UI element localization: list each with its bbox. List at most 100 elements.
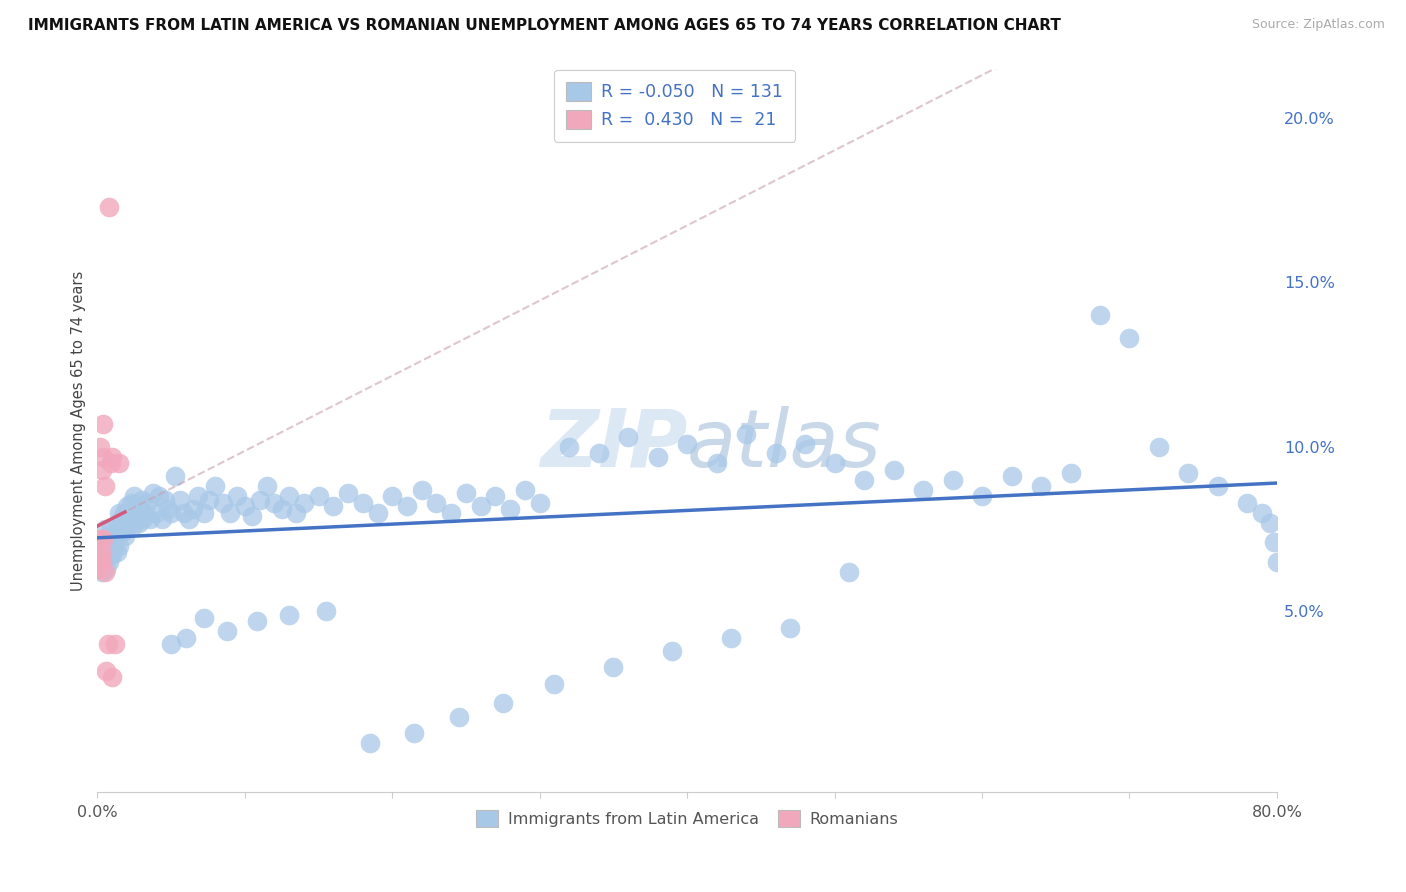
Point (104, 637, 127, 651)
Point (174, 631, 197, 645)
Point (588, 446, 610, 460)
Point (337, 486, 360, 500)
Point (101, 549, 124, 563)
Point (173, 506, 195, 520)
Point (853, 473, 876, 487)
Point (193, 506, 215, 520)
Point (103, 539, 125, 553)
Point (136, 496, 159, 510)
Point (96, 664, 118, 678)
Point (118, 508, 141, 523)
Point (111, 525, 134, 540)
Point (101, 450, 124, 464)
Point (240, 508, 263, 523)
Point (101, 529, 124, 543)
Point (941, 473, 963, 487)
Point (883, 463, 905, 477)
Point (128, 516, 150, 530)
Point (617, 430, 640, 444)
Point (1263, 535, 1285, 549)
Point (246, 614, 269, 628)
Point (100, 522, 122, 536)
Point (89, 440, 111, 454)
Point (779, 621, 801, 635)
Point (169, 492, 191, 507)
Point (90, 545, 112, 559)
Point (263, 496, 285, 510)
Point (107, 522, 129, 536)
Point (470, 499, 492, 513)
Point (87, 561, 110, 575)
Point (108, 539, 131, 553)
Point (177, 512, 200, 526)
Point (112, 506, 135, 520)
Point (1251, 506, 1274, 520)
Point (447, 709, 470, 723)
Point (157, 502, 180, 516)
Point (440, 506, 463, 520)
Point (720, 631, 742, 645)
Point (110, 512, 132, 526)
Point (153, 492, 176, 507)
Point (1000, 469, 1022, 483)
Point (91, 417, 114, 431)
Point (1029, 479, 1052, 493)
Point (308, 489, 330, 503)
Point (127, 496, 149, 510)
Point (165, 469, 187, 483)
Point (529, 496, 551, 510)
Point (1147, 440, 1170, 454)
Point (131, 492, 153, 507)
Point (217, 624, 239, 639)
Point (122, 489, 145, 503)
Point (278, 489, 301, 503)
Point (292, 496, 315, 510)
Point (395, 499, 418, 513)
Point (89, 555, 111, 569)
Point (96, 561, 118, 575)
Point (98, 532, 121, 546)
Point (359, 736, 381, 750)
Point (120, 496, 142, 510)
Point (676, 436, 699, 450)
Point (100, 456, 122, 470)
Point (148, 489, 170, 503)
Point (139, 512, 162, 526)
Point (108, 456, 131, 470)
Point (93, 479, 115, 493)
Point (134, 506, 156, 520)
Point (96, 539, 118, 553)
Point (285, 506, 308, 520)
Point (91, 532, 114, 546)
Point (425, 496, 447, 510)
Point (98, 200, 121, 214)
Point (91, 450, 114, 464)
Point (181, 502, 204, 516)
Point (108, 506, 131, 520)
Point (1236, 496, 1258, 510)
Point (98, 555, 121, 569)
Point (794, 436, 817, 450)
Point (87, 549, 110, 563)
Point (97, 529, 120, 543)
Point (97, 549, 120, 563)
Point (121, 518, 143, 533)
Point (150, 512, 173, 526)
Point (101, 670, 124, 684)
Point (226, 489, 249, 503)
Point (193, 611, 215, 625)
Point (602, 660, 624, 674)
Point (90, 565, 112, 579)
Point (104, 532, 127, 546)
Point (838, 565, 860, 579)
Point (100, 545, 122, 559)
Point (322, 499, 344, 513)
Point (735, 426, 758, 441)
Text: atlas: atlas (688, 406, 882, 483)
Point (105, 545, 128, 559)
Point (249, 492, 271, 507)
Point (89, 532, 111, 546)
Point (93, 545, 115, 559)
Point (970, 489, 993, 503)
Point (824, 456, 846, 470)
